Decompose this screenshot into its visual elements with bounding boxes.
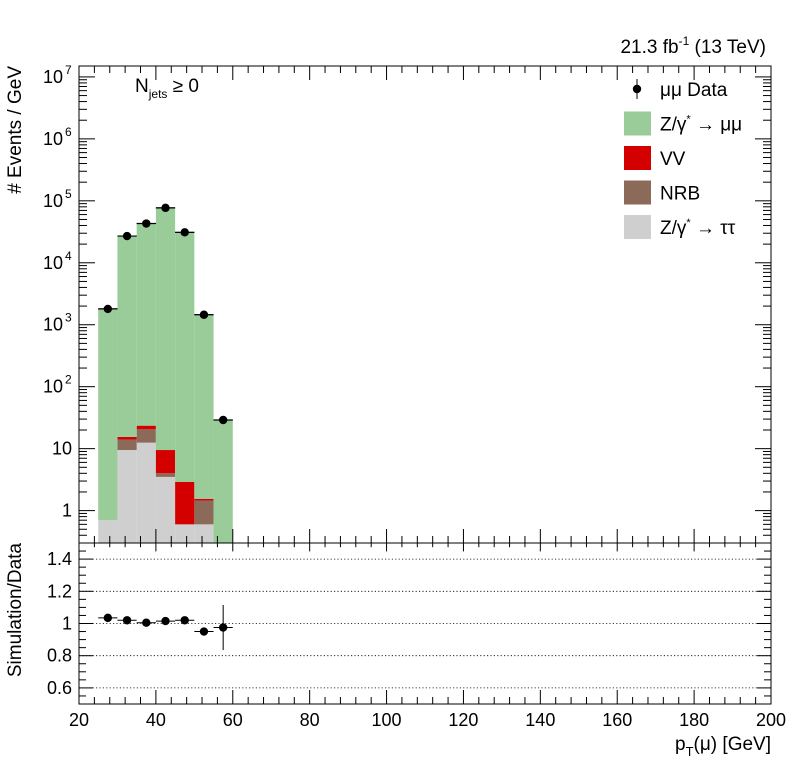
bar-vv-3 bbox=[155, 450, 176, 474]
y-tick-exponent: 7 bbox=[65, 63, 72, 77]
ratio-point-1 bbox=[122, 616, 132, 625]
y-tick-label: 10 bbox=[43, 191, 63, 211]
x-tick-label: 20 bbox=[69, 710, 89, 730]
bar-ztautau-5 bbox=[194, 524, 214, 543]
ratio-point-0 bbox=[103, 613, 113, 623]
ratio-point-6 bbox=[218, 623, 228, 632]
bar-ztautau-3 bbox=[155, 476, 176, 543]
ratio-y-axis-label: Simulation/Data bbox=[5, 543, 26, 678]
bar-ztautau-1 bbox=[117, 450, 137, 543]
x-tick-label: 180 bbox=[679, 710, 709, 730]
bar-ztautau-0 bbox=[98, 520, 118, 543]
data-point-3 bbox=[161, 203, 170, 213]
bar-zmumu-3 bbox=[155, 207, 176, 451]
x-tick-label: 200 bbox=[756, 710, 786, 730]
legend-label: μμ Data bbox=[660, 80, 728, 101]
bar-zmumu-4 bbox=[175, 232, 195, 482]
x-tick-label: 140 bbox=[525, 710, 555, 730]
bar-ztautau-2 bbox=[136, 442, 156, 543]
ratio-y-tick-label: 1.4 bbox=[47, 549, 72, 569]
legend-swatch-zmumu bbox=[624, 111, 651, 136]
ratio-point-4 bbox=[180, 616, 189, 625]
y-tick-exponent: 2 bbox=[65, 373, 72, 387]
y-tick-exponent: 6 bbox=[65, 125, 72, 139]
legend-label: Z/γ* → μμ bbox=[660, 114, 742, 136]
category-label: Njets ≥ 0 bbox=[135, 76, 199, 101]
legend-marker bbox=[632, 84, 642, 94]
bar-ztautau-4 bbox=[175, 524, 195, 543]
data-point-1 bbox=[122, 231, 132, 241]
ratio-y-tick-label: 1.2 bbox=[47, 581, 72, 601]
y-tick-label: 1 bbox=[62, 501, 72, 521]
x-tick-label: 60 bbox=[223, 710, 243, 730]
data-point-0 bbox=[103, 304, 113, 314]
bar-vv-2 bbox=[136, 425, 156, 430]
data-point-2 bbox=[142, 219, 151, 228]
bar-zmumu-1 bbox=[117, 236, 137, 437]
x-axis-label: pT(μ) [GeV] bbox=[675, 734, 771, 759]
data-point-4 bbox=[180, 228, 189, 237]
y-axis-label: # Events / GeV bbox=[5, 66, 26, 194]
y-tick-label: 10 bbox=[43, 129, 63, 149]
y-tick-label: 10 bbox=[43, 315, 63, 335]
bar-vv-5 bbox=[194, 498, 214, 501]
legend-swatch-nrb bbox=[624, 180, 651, 205]
legend-label: NRB bbox=[660, 184, 700, 205]
bar-zmumu-6 bbox=[213, 419, 233, 543]
bar-zmumu-0 bbox=[98, 308, 118, 521]
data-point-6 bbox=[218, 415, 228, 425]
legend-swatch-vv bbox=[624, 146, 651, 170]
ratio-point-3 bbox=[161, 616, 170, 626]
y-tick-exponent: 4 bbox=[65, 249, 72, 263]
ratio-y-tick-label: 0.8 bbox=[47, 646, 72, 666]
bar-zmumu-5 bbox=[194, 314, 214, 499]
y-tick-label: 10 bbox=[43, 253, 63, 273]
x-tick-label: 120 bbox=[448, 710, 478, 730]
y-tick-label: 10 bbox=[43, 377, 63, 397]
ratio-point-5 bbox=[199, 627, 209, 636]
ratio-panel: 20 40 60 80 100 120 140 160 180 200 0.6 0.8 1 1.2 1.4 bbox=[47, 542, 786, 730]
ratio-y-tick-label: 0.6 bbox=[47, 678, 72, 698]
y-tick-label: 10 bbox=[43, 67, 63, 87]
y-tick-exponent: 5 bbox=[65, 187, 72, 201]
ratio-point-2 bbox=[142, 618, 151, 627]
y-tick-label: 10 bbox=[52, 439, 72, 459]
bar-nrb-5 bbox=[194, 500, 214, 525]
legend-label: Z/γ* → ττ bbox=[660, 217, 736, 239]
bar-nrb-2 bbox=[136, 429, 156, 443]
bar-vv-1 bbox=[117, 436, 137, 440]
bar-nrb-3 bbox=[155, 473, 176, 477]
x-tick-label: 100 bbox=[372, 710, 402, 730]
x-tick-label: 160 bbox=[602, 710, 632, 730]
data-point-5 bbox=[199, 310, 209, 319]
ratio-y-tick-label: 1 bbox=[62, 614, 72, 634]
luminosity-label: 21.3 fb-1 (13 TeV) bbox=[620, 34, 766, 58]
bar-zmumu-2 bbox=[136, 223, 156, 426]
x-tick-label: 40 bbox=[146, 710, 166, 730]
x-tick-label: 80 bbox=[300, 710, 320, 730]
y-tick-exponent: 3 bbox=[65, 311, 72, 325]
bar-vv-4 bbox=[175, 481, 195, 525]
legend: μμ Data Z/γ* → μμ VV NRB Z/γ* → ττ bbox=[624, 79, 742, 239]
legend-label: VV bbox=[660, 149, 686, 170]
legend-swatch-ztautau bbox=[624, 215, 651, 239]
bar-nrb-1 bbox=[117, 439, 137, 451]
